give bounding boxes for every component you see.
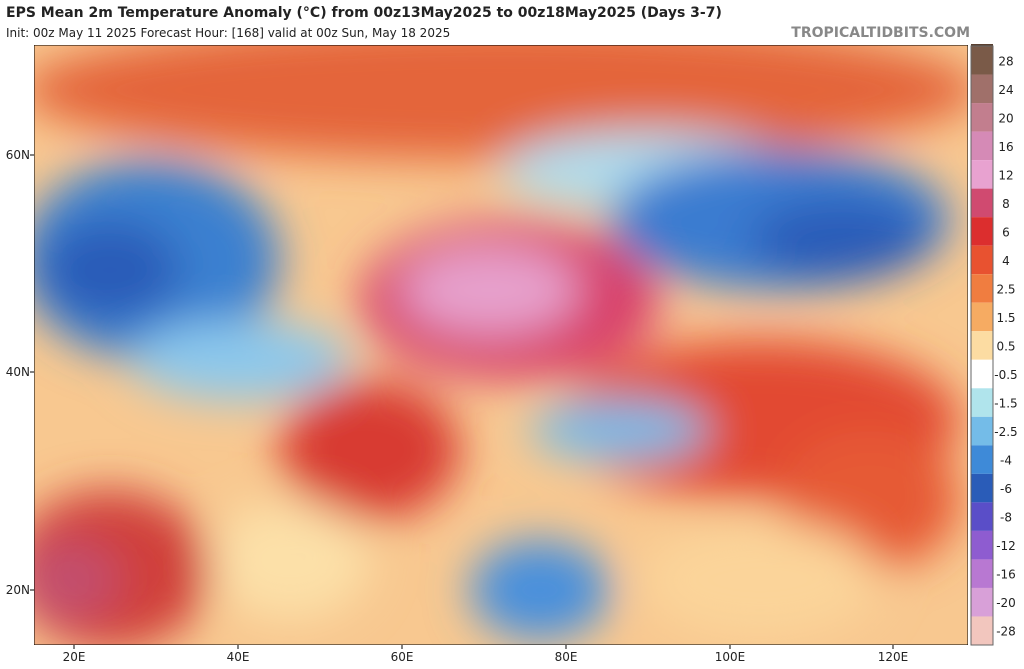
colorbar-swatch	[971, 160, 993, 189]
colorbar-label: 28	[998, 54, 1013, 68]
lat-label: 20N	[6, 583, 30, 597]
lat-label: 40N	[6, 365, 30, 379]
colorbar-label: -16	[996, 568, 1016, 582]
axes: 60N 40N 20N 20E 40E 60E 80E 100E 120E	[6, 148, 909, 664]
colorbar-label: -0.5	[994, 368, 1017, 382]
colorbar-swatch	[971, 103, 993, 132]
colorbar-label: 20	[998, 111, 1013, 125]
colorbar-label: -1.5	[994, 397, 1017, 411]
colorbar-cap	[971, 44, 993, 46]
colorbar-swatch	[971, 616, 993, 645]
lon-label: 40E	[227, 650, 250, 664]
colorbar-swatch	[971, 445, 993, 474]
colorbar-swatch	[971, 416, 993, 446]
lat-label: 60N	[6, 148, 30, 162]
colorbar-swatch	[971, 530, 993, 560]
colorbar-swatch	[971, 217, 993, 246]
colorbar-label: 16	[998, 140, 1013, 154]
colorbar-swatch	[971, 302, 993, 332]
colorbar-swatch	[971, 46, 993, 75]
colorbar-swatch	[971, 245, 993, 275]
colorbar-swatch	[971, 587, 993, 617]
colorbar: 28 24 20 16 12 8 6 4 2.5 1.5 0.5 -0.5 -1.5 -2.5 -4 -6 -8…	[970, 44, 1018, 646]
colorbar-swatch	[971, 274, 993, 303]
colorbar-label: 8	[1002, 197, 1010, 211]
colorbar-label: 2.5	[996, 282, 1015, 296]
colorbar-frame	[970, 45, 994, 646]
colorbar-swatch	[971, 359, 993, 389]
colorbar-label: -4	[1000, 454, 1012, 468]
colorbar-label: 24	[998, 83, 1013, 97]
map	[34, 45, 968, 645]
subtitle: Init: 00z May 11 2025 Forecast Hour: [16…	[6, 26, 450, 40]
colorbar-label: 6	[1002, 225, 1010, 239]
colorbar-label: -8	[1000, 511, 1012, 525]
colorbar-label: -2.5	[994, 425, 1017, 439]
colorbar-label: 4	[1002, 254, 1010, 268]
lon-label: 20E	[63, 650, 86, 664]
colorbar-label: -28	[996, 625, 1016, 639]
colorbar-label: 12	[998, 168, 1013, 182]
colorbar-swatch	[971, 131, 993, 161]
lon-label: 80E	[555, 650, 578, 664]
lon-label: 100E	[715, 650, 746, 664]
colorbar-swatch	[971, 559, 993, 588]
colorbar-swatch	[971, 188, 993, 218]
colorbar-swatch	[971, 502, 993, 531]
colorbar-swatch	[971, 74, 993, 104]
colorbar-label: -20	[996, 596, 1016, 610]
colorbar-label: -6	[1000, 482, 1012, 496]
colorbar-swatch	[971, 473, 993, 503]
title: EPS Mean 2m Temperature Anomaly (°C) fro…	[6, 5, 722, 21]
lon-label: 60E	[391, 650, 414, 664]
credit: TROPICALTIDBITS.COM	[791, 25, 970, 41]
lon-label: 120E	[878, 650, 909, 664]
colorbar-swatch	[971, 388, 993, 417]
colorbar-label: -12	[996, 539, 1016, 553]
colorbar-label: 0.5	[996, 340, 1015, 354]
colorbar-label: 1.5	[996, 311, 1015, 325]
colorbar-swatch	[971, 331, 993, 360]
